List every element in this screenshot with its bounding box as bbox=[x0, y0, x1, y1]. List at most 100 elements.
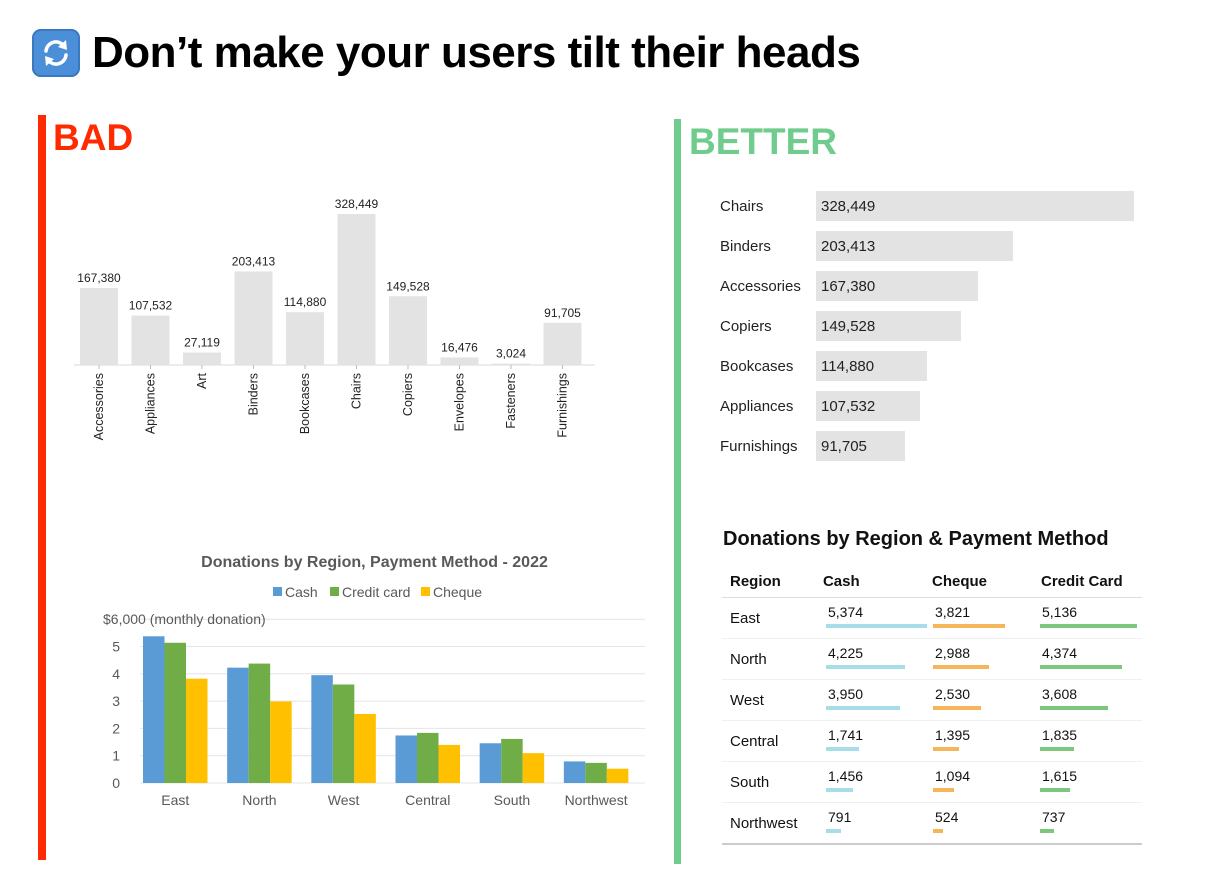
bar bbox=[234, 271, 273, 365]
data-label: 167,380 bbox=[77, 271, 121, 285]
legend-label: Credit card bbox=[342, 584, 410, 600]
mini-bar bbox=[933, 747, 960, 751]
tick-label: $6,000 (monthly donation) bbox=[103, 611, 266, 627]
repeat-arrows-icon bbox=[32, 29, 80, 77]
value-cell: 1,456 bbox=[820, 762, 927, 802]
column-header: Credit Card bbox=[1041, 573, 1123, 590]
bar: 203,413 bbox=[816, 231, 1013, 261]
cell-value: 4,374 bbox=[1042, 645, 1078, 661]
data-label: 107,532 bbox=[129, 299, 173, 313]
bad-label: BAD bbox=[53, 117, 134, 158]
value-cell: 1,395 bbox=[927, 721, 1034, 761]
bar bbox=[332, 684, 355, 783]
tick-label: Appliances bbox=[144, 373, 158, 434]
legend-swatch bbox=[330, 587, 339, 596]
bad-divider bbox=[38, 115, 46, 860]
cell-value: 1,094 bbox=[935, 768, 971, 784]
tick-label: Bookcases bbox=[298, 373, 312, 434]
bar bbox=[143, 636, 165, 783]
bar bbox=[492, 363, 530, 365]
cell-value: 791 bbox=[828, 809, 852, 825]
mini-bar bbox=[933, 706, 981, 710]
cell-value: 1,741 bbox=[828, 727, 864, 743]
bar bbox=[270, 701, 292, 783]
region-cell: Northwest bbox=[730, 814, 798, 832]
cell-value: 2,530 bbox=[935, 686, 971, 702]
table-body: East 5,374 3,821 5,136 North 4,225 2,988 4,374 W… bbox=[722, 598, 1142, 845]
bar bbox=[80, 288, 118, 365]
mini-bar bbox=[1040, 747, 1075, 751]
value-cell: 4,374 bbox=[1034, 639, 1141, 679]
mini-bar bbox=[1040, 665, 1123, 669]
data-label: 27,119 bbox=[184, 336, 220, 350]
hbar-row: Copiers 149,528 bbox=[720, 311, 961, 341]
value-cell: 524 bbox=[927, 803, 1034, 843]
category-label: Copiers bbox=[720, 317, 772, 335]
bar bbox=[438, 744, 460, 783]
mini-bar bbox=[933, 665, 990, 669]
table-row: East 5,374 3,821 5,136 bbox=[722, 598, 1142, 639]
tick-label: Fasteners bbox=[504, 373, 518, 429]
data-label: 328,449 bbox=[335, 197, 379, 211]
category-label: North bbox=[242, 792, 276, 808]
category-label: Appliances bbox=[720, 397, 794, 415]
mini-bar bbox=[826, 665, 906, 669]
bar bbox=[522, 753, 545, 783]
value-cell: 1,094 bbox=[927, 762, 1034, 802]
page-title: Don’t make your users tilt their heads bbox=[92, 28, 861, 77]
tick-label: 2 bbox=[112, 720, 120, 736]
legend-swatch bbox=[421, 587, 430, 596]
bar bbox=[227, 667, 249, 783]
column-header: Region bbox=[730, 573, 781, 590]
hbar-row: Appliances 107,532 bbox=[720, 391, 921, 421]
bad-vertical-bar-chart: 167,380 Accessories 107,532 Appliances 27,11… bbox=[74, 197, 595, 440]
cell-value: 1,835 bbox=[1042, 727, 1078, 743]
mini-bar bbox=[1040, 624, 1137, 628]
bar bbox=[131, 315, 170, 365]
value-cell: 1,741 bbox=[820, 721, 927, 761]
cell-value: 1,615 bbox=[1042, 768, 1078, 784]
mini-bar bbox=[826, 829, 841, 833]
region-cell: South bbox=[730, 773, 770, 791]
tick-label: Accessories bbox=[92, 373, 106, 440]
donations-table: Region Cash Cheque Credit Card East 5,374… bbox=[722, 566, 1142, 845]
bar: 107,532 bbox=[816, 391, 921, 421]
bar bbox=[501, 738, 523, 783]
cell-value: 1,395 bbox=[935, 727, 971, 743]
data-label: 3,024 bbox=[496, 347, 526, 361]
cell-value: 5,136 bbox=[1042, 604, 1078, 620]
data-label: 91,705 bbox=[544, 306, 581, 320]
category-label: Chairs bbox=[720, 197, 764, 215]
bar bbox=[563, 761, 586, 783]
cell-value: 4,225 bbox=[828, 645, 864, 661]
value-cell: 3,950 bbox=[820, 680, 927, 720]
mini-bar bbox=[826, 624, 927, 628]
tick-label: 1 bbox=[112, 748, 120, 764]
mini-bar bbox=[826, 747, 859, 751]
bar bbox=[337, 214, 376, 365]
mini-bar bbox=[1040, 788, 1071, 792]
bar bbox=[183, 352, 221, 365]
category-label: Northwest bbox=[565, 792, 628, 808]
better-divider bbox=[674, 119, 681, 864]
value-cell: 5,374 bbox=[820, 598, 927, 638]
tick-label: 4 bbox=[112, 666, 120, 682]
table-row: Central 1,741 1,395 1,835 bbox=[722, 721, 1142, 762]
bar: 114,880 bbox=[816, 351, 928, 381]
region-cell: Central bbox=[730, 732, 779, 750]
cell-value: 737 bbox=[1042, 809, 1066, 825]
cell-value: 3,608 bbox=[1042, 686, 1078, 702]
tick-label: 3 bbox=[112, 693, 120, 709]
category-label: West bbox=[328, 792, 360, 808]
bar: 91,705 bbox=[816, 431, 905, 461]
hbar-row: Chairs 328,449 bbox=[720, 191, 1134, 221]
mini-bar bbox=[933, 624, 1005, 628]
category-label: Furnishings bbox=[720, 437, 798, 455]
value-cell: 5,136 bbox=[1034, 598, 1141, 638]
bar bbox=[543, 322, 582, 365]
bar bbox=[395, 735, 417, 783]
hbar-row: Binders 203,413 bbox=[720, 231, 1013, 261]
region-cell: East bbox=[730, 609, 761, 627]
category-label: Central bbox=[405, 792, 450, 808]
cell-value: 2,988 bbox=[935, 645, 971, 661]
